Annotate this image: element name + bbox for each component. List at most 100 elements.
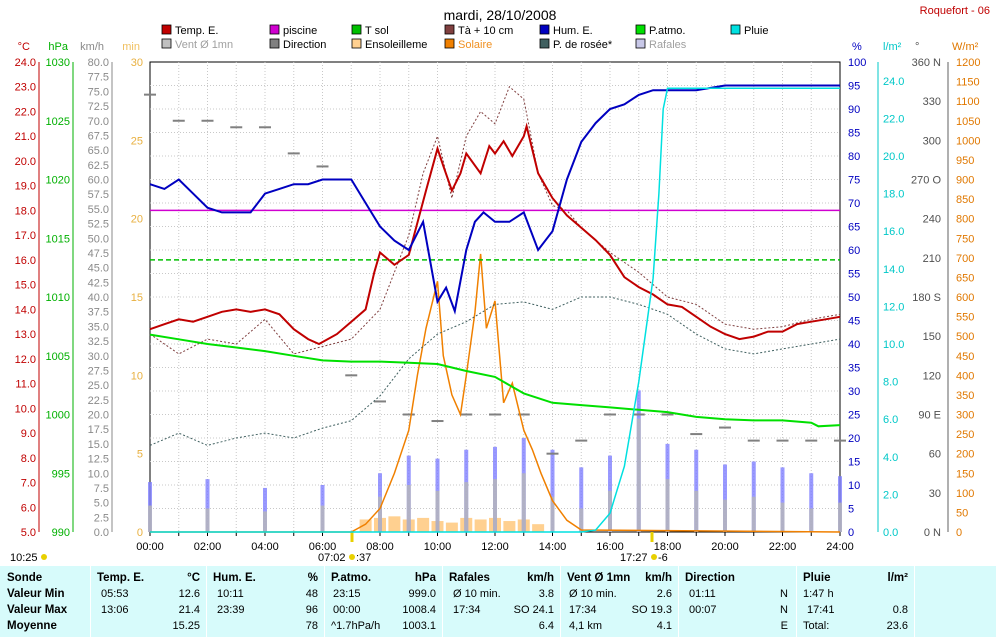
hum-max-time: 23:39: [217, 604, 245, 616]
sun-icon: [41, 554, 47, 560]
legend-swatch: [351, 24, 362, 35]
temp-max-value: 21.4: [178, 604, 200, 616]
legend-label: Pluie: [744, 25, 768, 37]
pluie-total-label: Total:: [803, 620, 830, 632]
x-tick-label: 08:00: [366, 541, 394, 553]
kmh-axis-tick-label: 52.5: [88, 219, 109, 231]
wm2-axis-tick-label: 0: [956, 527, 962, 539]
pct-unit-label: %: [852, 41, 862, 53]
min-axis-tick-label: 5: [137, 449, 143, 461]
sunshine-bar: [388, 516, 401, 532]
hpa-axis-tick-label: 995: [52, 468, 70, 480]
temp-axis-tick-label: 12.0: [15, 354, 36, 366]
temp-axis-tick-label: 20.0: [15, 156, 36, 168]
kmh-axis-tick-label: 12.5: [88, 454, 109, 466]
sunset-time: 17:27: [620, 552, 648, 564]
temp-axis-tick-label: 9.0: [21, 428, 36, 440]
kmh-unit-label: km/h: [80, 41, 104, 53]
wm2-axis-tick-label: 750: [956, 233, 974, 245]
pluie-max-time: 17:41: [807, 604, 835, 616]
deg-axis-tick-label: 330: [923, 96, 941, 108]
wm2-axis-tick-label: 400: [956, 370, 974, 382]
hpa-axis-tick-label: 990: [52, 527, 70, 539]
patmo-unit: hPa: [414, 572, 436, 584]
pct-axis-tick-label: 10: [848, 480, 860, 492]
x-tick-label: 24:00: [826, 541, 854, 553]
pct-axis-tick-label: 40: [848, 339, 860, 351]
axes: 00:00 02:00 04:00 06:00 08:00 10:00 12:00 14:00…: [10, 41, 980, 564]
min-axis-tick-label: 10: [131, 370, 143, 382]
rain-axis-tick-label: 22.0: [883, 113, 904, 125]
deg-axis-tick-label: 120: [923, 370, 941, 382]
p-de-ros-e-line: [149, 296, 841, 446]
pct-axis-tick-label: 25: [848, 410, 860, 422]
pct-axis-tick-label: 0: [848, 527, 854, 539]
pct-axis-tick-label: 55: [848, 269, 860, 281]
vent-max-time: 17:34: [569, 604, 597, 616]
patmo-min-value: 999.0: [408, 588, 436, 600]
temp-unit-label: °C: [18, 41, 30, 53]
x-tick-label: 06:00: [309, 541, 337, 553]
deg-axis-tick-label: 60: [929, 449, 941, 461]
kmh-axis-tick-label: 62.5: [88, 160, 109, 172]
x-tick-label: 04:00: [251, 541, 279, 553]
pct-axis-tick-label: 60: [848, 245, 860, 257]
kmh-axis-tick-label: 37.5: [88, 307, 109, 319]
kmh-axis-tick-label: 32.5: [88, 336, 109, 348]
vent-distance: 4,1 km: [569, 620, 603, 632]
kmh-axis-tick-label: 10.0: [88, 468, 109, 480]
kmh-axis-tick-label: 72.5: [88, 101, 109, 113]
temp-axis-tick-label: 7.0: [21, 478, 36, 490]
t-10-cm-line: [149, 85, 841, 355]
solaire-line: [150, 253, 841, 533]
temp-axis-tick-label: 24.0: [15, 57, 36, 69]
wm2-axis-tick-label: 1200: [956, 57, 980, 69]
sunshine-bar: [532, 524, 545, 532]
legend-label: Hum. E.: [553, 25, 593, 37]
pluie-line: [150, 87, 840, 533]
hum-unit: %: [307, 572, 318, 584]
kmh-axis-tick-label: 0.0: [94, 527, 109, 539]
kmh-axis-tick-label: 60.0: [88, 175, 109, 187]
wm2-axis-tick-label: 200: [956, 449, 974, 461]
rain-unit-label: l/m²: [883, 41, 902, 53]
kmh-axis-tick-label: 40.0: [88, 292, 109, 304]
wm2-axis-tick-label: 450: [956, 351, 974, 363]
pluie-unit: l/m²: [887, 572, 908, 584]
temp-axis-tick-label: 22.0: [15, 106, 36, 118]
vent-max-value: SO 19.3: [631, 604, 672, 616]
temp-axis-tick-label: 23.0: [15, 82, 36, 94]
hpa-axis-tick-label: 1025: [46, 116, 70, 128]
deg-axis-tick-label: 180 S: [912, 292, 941, 304]
legend-label: P.atmo.: [649, 25, 686, 37]
kmh-axis-tick-label: 55.0: [88, 204, 109, 216]
temp-axis-tick-label: 13.0: [15, 329, 36, 341]
temp-axis-tick-label: 21.0: [15, 131, 36, 143]
kmh-axis-tick-label: 75.0: [88, 86, 109, 98]
vent-unit: km/h: [645, 572, 672, 584]
legend-swatch: [539, 38, 550, 49]
temp-e-line: [149, 122, 841, 346]
pct-axis-tick-label: 65: [848, 222, 860, 234]
kmh-axis-tick-label: 57.5: [88, 189, 109, 201]
raf-min-value: 3.8: [538, 588, 554, 600]
hum-max-value: 96: [305, 604, 318, 616]
kmh-axis-tick-label: 77.5: [88, 72, 109, 84]
pct-axis-tick-label: 75: [848, 175, 860, 187]
x-tick-label: 22:00: [769, 541, 797, 553]
hum-e-line: [149, 84, 840, 315]
col-vent: Vent Ø 1mn km/h Ø 10 min. 2.6 17:34 SO 1…: [560, 566, 678, 637]
kmh-axis-tick-label: 15.0: [88, 439, 109, 451]
legend-swatch: [635, 24, 646, 35]
pct-axis-tick-label: 70: [848, 198, 860, 210]
legend-label: Solaire: [458, 39, 492, 51]
patmo-trend: ^1.7hPa/h: [331, 620, 381, 632]
x-tick-label: 10:00: [424, 541, 452, 553]
wm2-axis-tick-label: 1150: [956, 77, 980, 89]
sun-icon: [349, 554, 355, 560]
pluie-header: Pluie: [803, 572, 831, 584]
deg-axis-tick-label: 240: [923, 214, 941, 226]
dir-min-value: N: [780, 588, 788, 600]
pct-axis-tick-label: 35: [848, 363, 860, 375]
sunset-delta: -6: [658, 552, 668, 564]
